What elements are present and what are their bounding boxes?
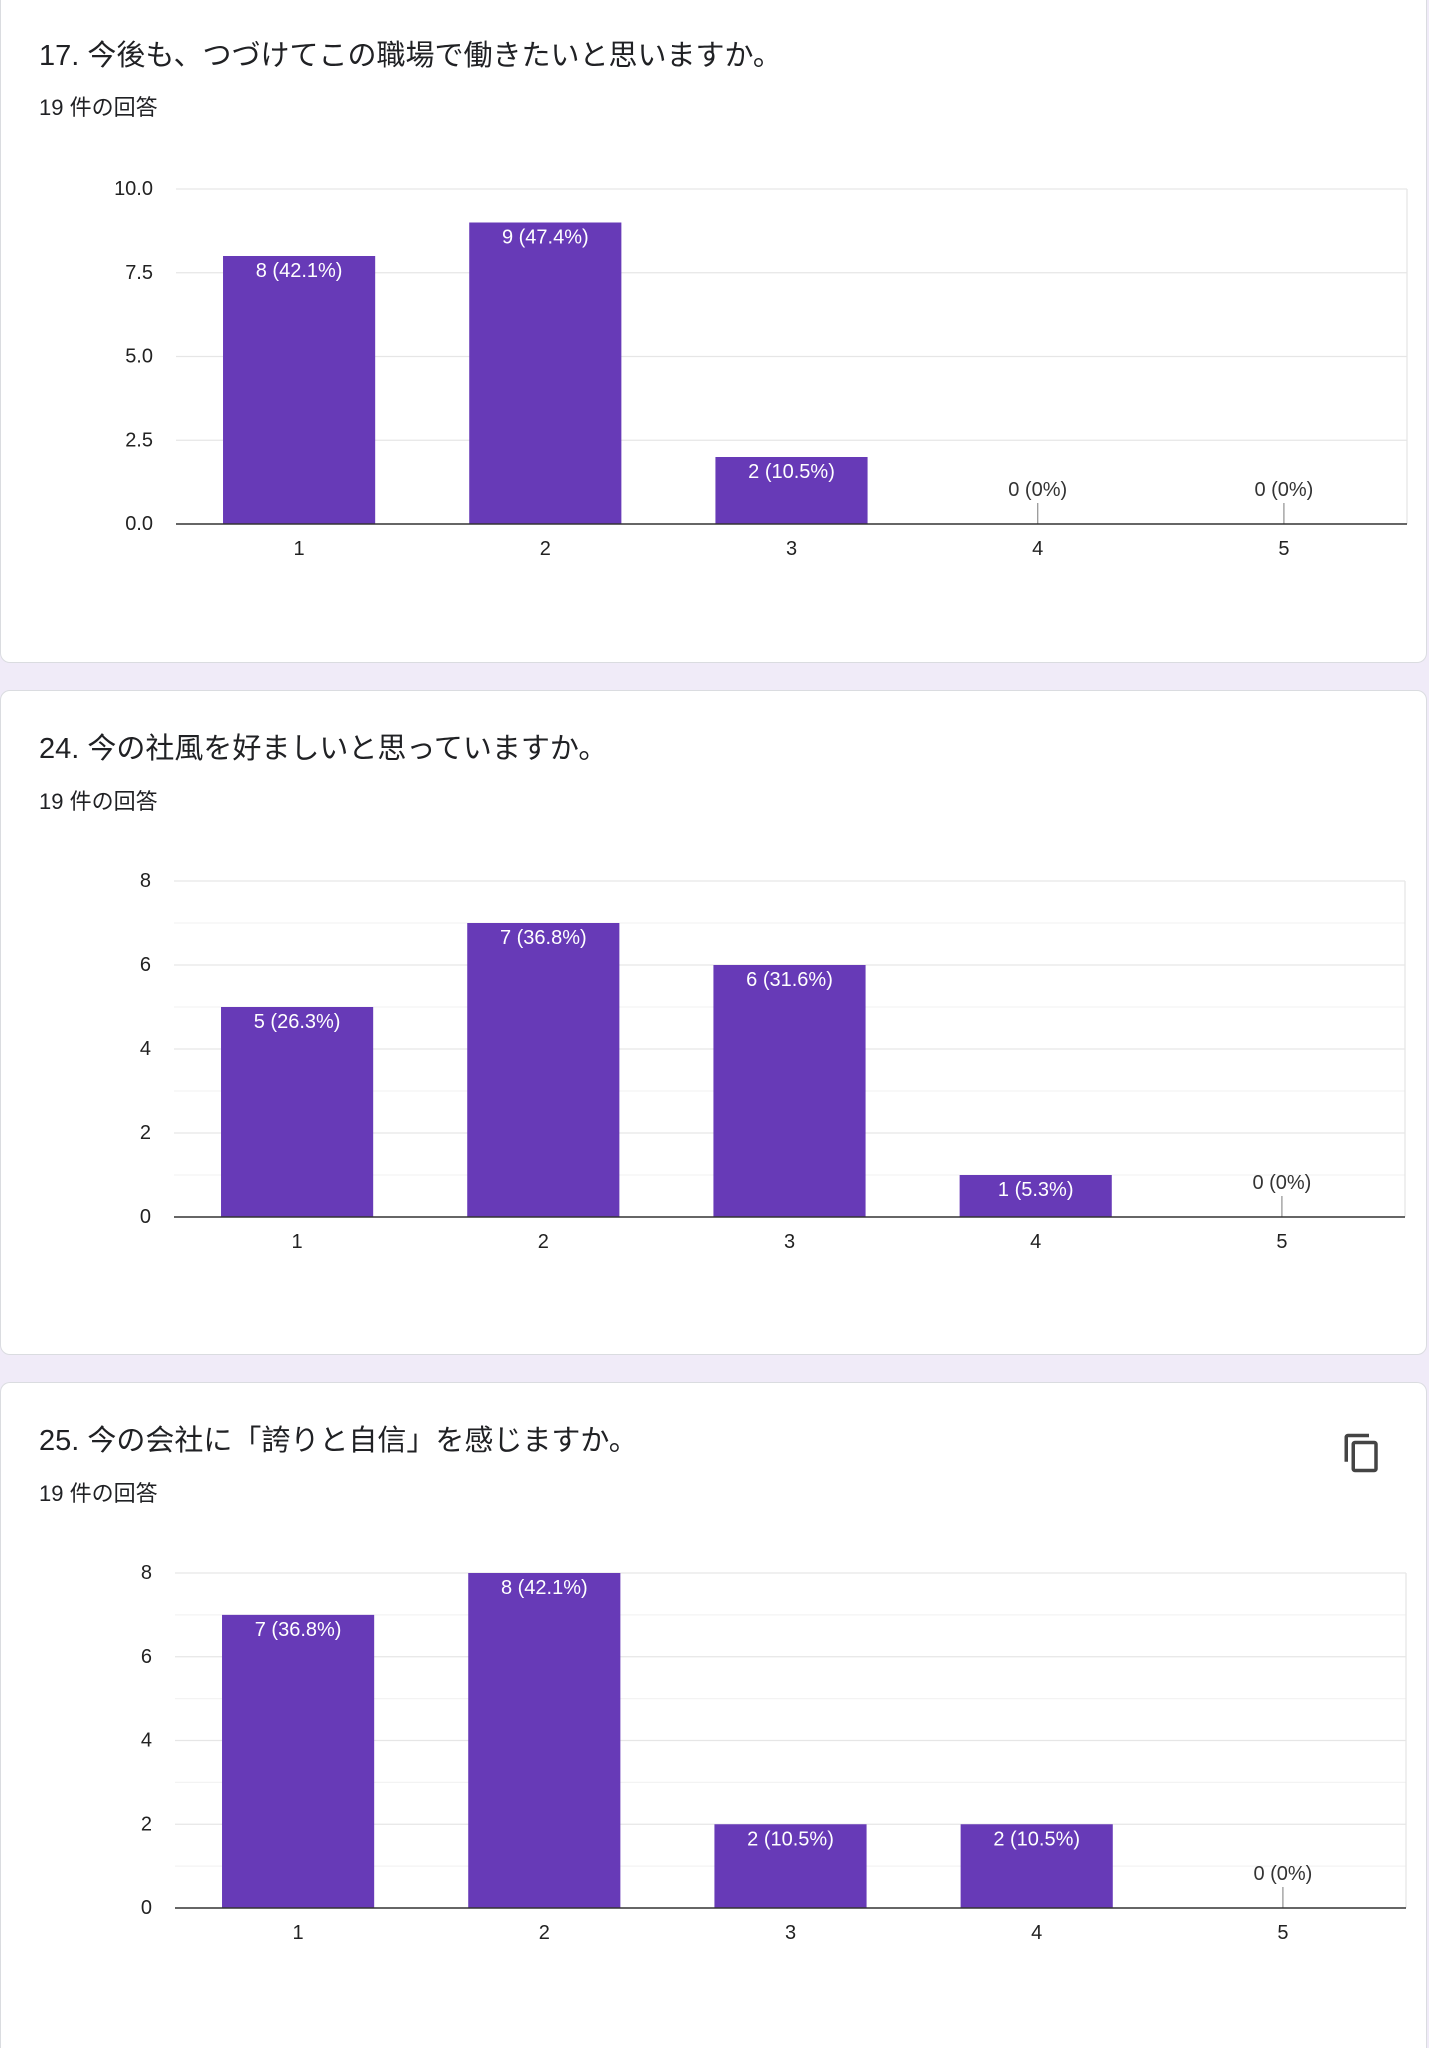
response-count: 19 件の回答 (39, 95, 158, 120)
bar-chart: 0 2 4 6 8 7 (36.8%) 1 8 (42.1%) 2 2 (10.5%) 3 2 (10… (141, 1562, 1407, 1944)
data-label: 0 (0%) (1008, 479, 1067, 501)
bar-3 (713, 965, 866, 1217)
y-tick-label: 10.0 (114, 178, 153, 200)
bar-4 (960, 1824, 1113, 1908)
bar-2 (467, 923, 620, 1217)
bar-3 (714, 1824, 867, 1908)
bar-1 (222, 1614, 375, 1908)
data-label: 2 (10.5%) (747, 1828, 834, 1850)
y-tick-label: 0 (141, 1897, 152, 1919)
bar-2 (468, 1573, 621, 1908)
copy-chart-button[interactable] (1339, 1430, 1385, 1476)
y-tick-label: 7.5 (125, 262, 153, 284)
x-tick-label: 3 (785, 1922, 796, 1944)
data-label: 2 (10.5%) (993, 1828, 1080, 1850)
question-card: 24. 今の社風を好ましいと思っていますか。 19 件の回答 0 2 4 6 8 5 (2… (0, 690, 1427, 1355)
x-tick-label: 5 (1276, 1231, 1287, 1253)
x-tick-label: 1 (293, 1922, 304, 1944)
response-count: 19 件の回答 (39, 1481, 158, 1506)
data-label: 7 (36.8%) (255, 1619, 342, 1641)
y-tick-label: 2.5 (125, 429, 153, 451)
y-tick-label: 2 (141, 1813, 152, 1835)
response-count: 19 件の回答 (39, 789, 158, 814)
question-card: 17. 今後も、つづけてこの職場で働きたいと思いますか。 19 件の回答 0.0… (0, 0, 1427, 663)
y-tick-label: 5.0 (125, 346, 153, 368)
x-tick-label: 1 (294, 538, 305, 560)
copy-icon (1344, 1433, 1378, 1473)
bar-1 (223, 256, 376, 524)
x-tick-label: 3 (784, 1231, 795, 1253)
bar-3 (715, 457, 868, 524)
question-card: 25. 今の会社に「誇りと自信」を感じますか。 19 件の回答 0 2 4 6 8 7 (… (0, 1382, 1427, 2048)
bar-chart: 0 2 4 6 8 5 (26.3%) 1 7 (36.8%) 2 6 (31.6%) 3 1 (5.… (140, 870, 1406, 1253)
x-tick-label: 3 (786, 538, 797, 560)
y-tick-label: 6 (141, 1646, 152, 1668)
data-label: 1 (5.3%) (998, 1179, 1074, 1201)
data-label: 0 (0%) (1253, 1863, 1312, 1885)
bar-1 (221, 1007, 374, 1217)
question-title: 25. 今の会社に「誇りと自信」を感じますか。 (39, 1425, 638, 1457)
x-tick-label: 4 (1031, 1922, 1042, 1944)
y-tick-label: 2 (140, 1122, 151, 1144)
bar-2 (469, 222, 622, 524)
x-tick-label: 4 (1030, 1231, 1041, 1253)
bar-chart: 0.0 2.5 5.0 7.5 10.0 8 (42.1%) 1 9 (47.4%) 2 2 (1… (114, 178, 1408, 560)
y-tick-label: 8 (140, 870, 151, 892)
x-tick-label: 5 (1277, 1922, 1288, 1944)
y-tick-label: 6 (140, 954, 151, 976)
data-label: 8 (42.1%) (256, 260, 343, 282)
x-tick-label: 2 (539, 1922, 550, 1944)
data-label: 7 (36.8%) (500, 927, 587, 949)
bar-4 (959, 1175, 1112, 1217)
question-title: 24. 今の社風を好ましいと思っていますか。 (39, 733, 608, 765)
data-label: 0 (0%) (1252, 1172, 1311, 1194)
data-label: 6 (31.6%) (746, 969, 833, 991)
y-tick-label: 4 (140, 1038, 151, 1060)
data-label: 0 (0%) (1254, 479, 1313, 501)
data-label: 5 (26.3%) (254, 1011, 341, 1033)
question-title: 17. 今後も、つづけてこの職場で働きたいと思いますか。 (39, 40, 782, 72)
data-label: 8 (42.1%) (501, 1577, 588, 1599)
y-tick-label: 8 (141, 1562, 152, 1584)
x-tick-label: 4 (1032, 538, 1043, 560)
data-label: 2 (10.5%) (748, 461, 835, 483)
x-tick-label: 1 (292, 1231, 303, 1253)
y-tick-label: 4 (141, 1730, 152, 1752)
x-tick-label: 2 (538, 1231, 549, 1253)
data-label: 9 (47.4%) (502, 227, 589, 249)
x-tick-label: 2 (540, 538, 551, 560)
y-tick-label: 0.0 (125, 513, 153, 535)
x-tick-label: 5 (1278, 538, 1289, 560)
y-tick-label: 0 (140, 1206, 151, 1228)
